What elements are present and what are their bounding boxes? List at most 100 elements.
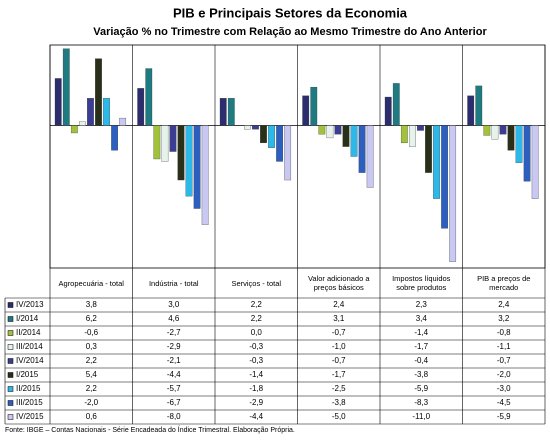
legend-key	[7, 316, 14, 322]
bar	[119, 117, 127, 126]
bar	[201, 125, 209, 225]
legend-key	[7, 302, 14, 308]
legend-key	[7, 358, 14, 364]
bar	[366, 125, 374, 188]
table-value: 3,0	[168, 300, 180, 309]
bar	[334, 125, 342, 135]
legend-label: IV/2014	[16, 356, 44, 365]
bar	[425, 125, 432, 173]
table-value: 0,0	[251, 328, 263, 337]
table-value: -1,0	[332, 342, 346, 351]
bar	[87, 98, 94, 126]
bar	[244, 125, 251, 130]
bar	[276, 125, 283, 162]
table-value: -2,1	[167, 356, 181, 365]
bar	[177, 125, 185, 181]
bar	[62, 48, 70, 126]
legend-key	[7, 386, 14, 392]
bar	[302, 95, 310, 126]
bar	[417, 125, 424, 131]
bar	[507, 125, 515, 151]
bar	[193, 125, 201, 209]
legend-key	[7, 400, 14, 406]
bar	[161, 125, 169, 162]
bar	[95, 58, 102, 126]
table-value: -2,7	[167, 328, 181, 337]
bar	[409, 125, 416, 147]
bar	[54, 78, 62, 126]
category-label-box: Agropecuária - total	[58, 278, 124, 288]
legend-label: IV/2013	[16, 300, 44, 309]
category-label: Agropecuária - total	[58, 278, 124, 288]
category-label-box: Valor adicionado a preços básicos	[307, 274, 370, 292]
table-value: -0,7	[332, 328, 346, 337]
source-note: Fonte: IBGE – Contas Nacionais - Série E…	[5, 425, 295, 434]
bar	[169, 125, 177, 152]
table-value: -1,7	[414, 342, 428, 351]
table-value: 2,4	[333, 300, 345, 309]
table-value: -1,7	[332, 370, 346, 379]
bar	[153, 125, 161, 160]
table-value: -2,9	[249, 398, 263, 407]
table-value: -8,3	[414, 398, 428, 407]
legend-label: II/2014	[16, 328, 41, 337]
bar	[515, 125, 523, 163]
bar	[185, 125, 193, 197]
table-value: -1,4	[414, 328, 428, 337]
table-value: -2,5	[332, 384, 346, 393]
bar	[227, 98, 235, 126]
table-value: 5,4	[86, 370, 98, 379]
table-value: -5,9	[497, 412, 511, 421]
bar	[310, 86, 318, 126]
category-label: Serviços - total	[231, 278, 282, 288]
legend-label: I/2014	[16, 314, 39, 323]
bar	[252, 125, 259, 130]
bar	[433, 125, 440, 199]
legend-label: I/2015	[16, 370, 39, 379]
chart-title: PIB e Principais Setores da Economia	[173, 5, 408, 20]
table-value: -4,4	[167, 370, 181, 379]
table-value: 0,3	[86, 342, 98, 351]
table-value: -3,0	[497, 384, 511, 393]
bar	[475, 85, 483, 126]
table-value: 3,8	[86, 300, 98, 309]
bar	[441, 125, 448, 229]
table-value: -0,7	[497, 356, 511, 365]
table-value: -11,0	[412, 412, 430, 421]
table-value: -0,7	[332, 356, 346, 365]
table-value: 3,1	[333, 314, 345, 323]
category-label: Impostos líquidos sobre produtos	[392, 274, 451, 292]
bar	[70, 125, 78, 134]
table-value: 2,2	[86, 356, 98, 365]
table-value: -5,7	[167, 384, 181, 393]
bar	[318, 125, 326, 135]
bar	[531, 125, 539, 199]
table-value: 2,2	[251, 300, 263, 309]
category-label: PIB a preços de mercado	[477, 274, 531, 292]
table-value: 2,4	[498, 300, 510, 309]
table-value: -0,8	[497, 328, 511, 337]
table-value: -4,5	[497, 398, 511, 407]
table-value: -2,0	[84, 398, 98, 407]
legend-label: III/2014	[16, 342, 43, 351]
bar	[111, 125, 118, 151]
chart-subtitle: Variação % no Trimestre com Relação ao M…	[93, 26, 487, 38]
table-value: 3,2	[498, 314, 510, 323]
table-value: -2,0	[497, 370, 511, 379]
bar	[137, 88, 145, 126]
legend-label: II/2015	[16, 384, 41, 393]
bar	[523, 125, 531, 182]
category-label-box: Serviços - total	[231, 278, 282, 288]
bar	[350, 125, 358, 157]
table-value: 0,6	[86, 412, 98, 421]
table-value: -8,0	[167, 412, 181, 421]
category-label: Valor adicionado a preços básicos	[307, 274, 370, 292]
bar	[79, 121, 86, 126]
table-value: 4,6	[168, 314, 180, 323]
table-value: 6,2	[86, 314, 98, 323]
bar	[467, 95, 475, 126]
table-value: 2,3	[416, 300, 428, 309]
legend-label: IV/2015	[16, 412, 44, 421]
table-value: 2,2	[251, 314, 263, 323]
